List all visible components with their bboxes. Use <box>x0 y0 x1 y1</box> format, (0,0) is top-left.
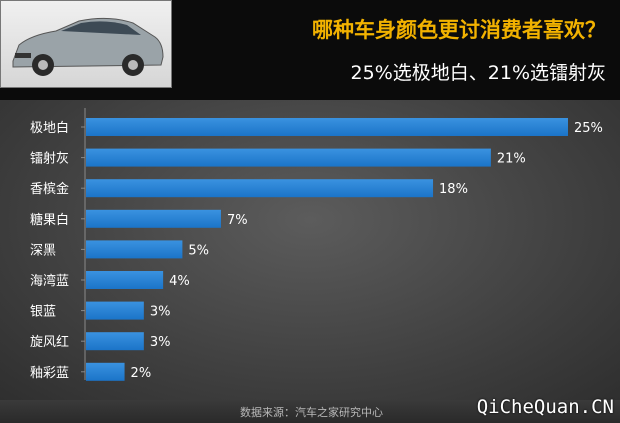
category-label: 镭射灰 <box>30 151 69 167</box>
value-label: 7% <box>227 213 248 228</box>
source-note: 数据来源：汽车之家研究中心 <box>240 406 383 419</box>
header-bar: 哪种车身颜色更讨消费者喜欢？ 25%选极地白、21%选镭射灰 <box>0 0 620 100</box>
chart-subtitle: 25%选极地白、21%选镭射灰 <box>350 62 606 84</box>
car-icon <box>12 17 164 76</box>
bar-chart: 极地白 25% 镭射灰 21% 香槟金 18% 糖果白 7% 深黑 5% 海湾蓝 4% 银蓝 3% 旋风红 3… <box>30 108 603 381</box>
bar <box>86 240 183 259</box>
bar <box>86 301 144 320</box>
value-label: 3% <box>150 305 171 320</box>
category-label: 海湾蓝 <box>30 273 69 289</box>
value-label: 18% <box>439 182 468 197</box>
category-label: 旋风红 <box>30 334 69 350</box>
value-label: 21% <box>497 152 526 167</box>
plot-area: 极地白 25% 镭射灰 21% 香槟金 18% 糖果白 7% 深黑 5% 海湾蓝 4% 银蓝 3% 旋风红 3… <box>0 100 620 400</box>
category-label: 极地白 <box>30 120 69 136</box>
bar <box>86 271 164 289</box>
chart-title: 哪种车身颜色更讨消费者喜欢？ <box>312 18 606 42</box>
bar <box>86 148 491 167</box>
car-photo <box>0 0 172 88</box>
bar <box>86 362 125 381</box>
category-label: 糖果白 <box>30 212 69 228</box>
value-label: 4% <box>169 274 190 289</box>
footer-bar <box>0 400 620 423</box>
bar <box>86 209 221 228</box>
category-label: 深黑 <box>30 243 56 258</box>
value-label: 2% <box>131 366 152 381</box>
bar <box>86 118 568 136</box>
value-label: 25% <box>574 121 603 136</box>
bar <box>86 332 144 351</box>
category-label: 釉彩蓝 <box>30 366 69 381</box>
bar <box>86 179 434 198</box>
category-label: 银蓝 <box>30 305 56 320</box>
category-label: 香槟金 <box>30 181 69 197</box>
value-label: 5% <box>188 243 209 258</box>
value-label: 3% <box>150 335 171 350</box>
watermark: QiCheQuan.CN <box>476 396 614 418</box>
